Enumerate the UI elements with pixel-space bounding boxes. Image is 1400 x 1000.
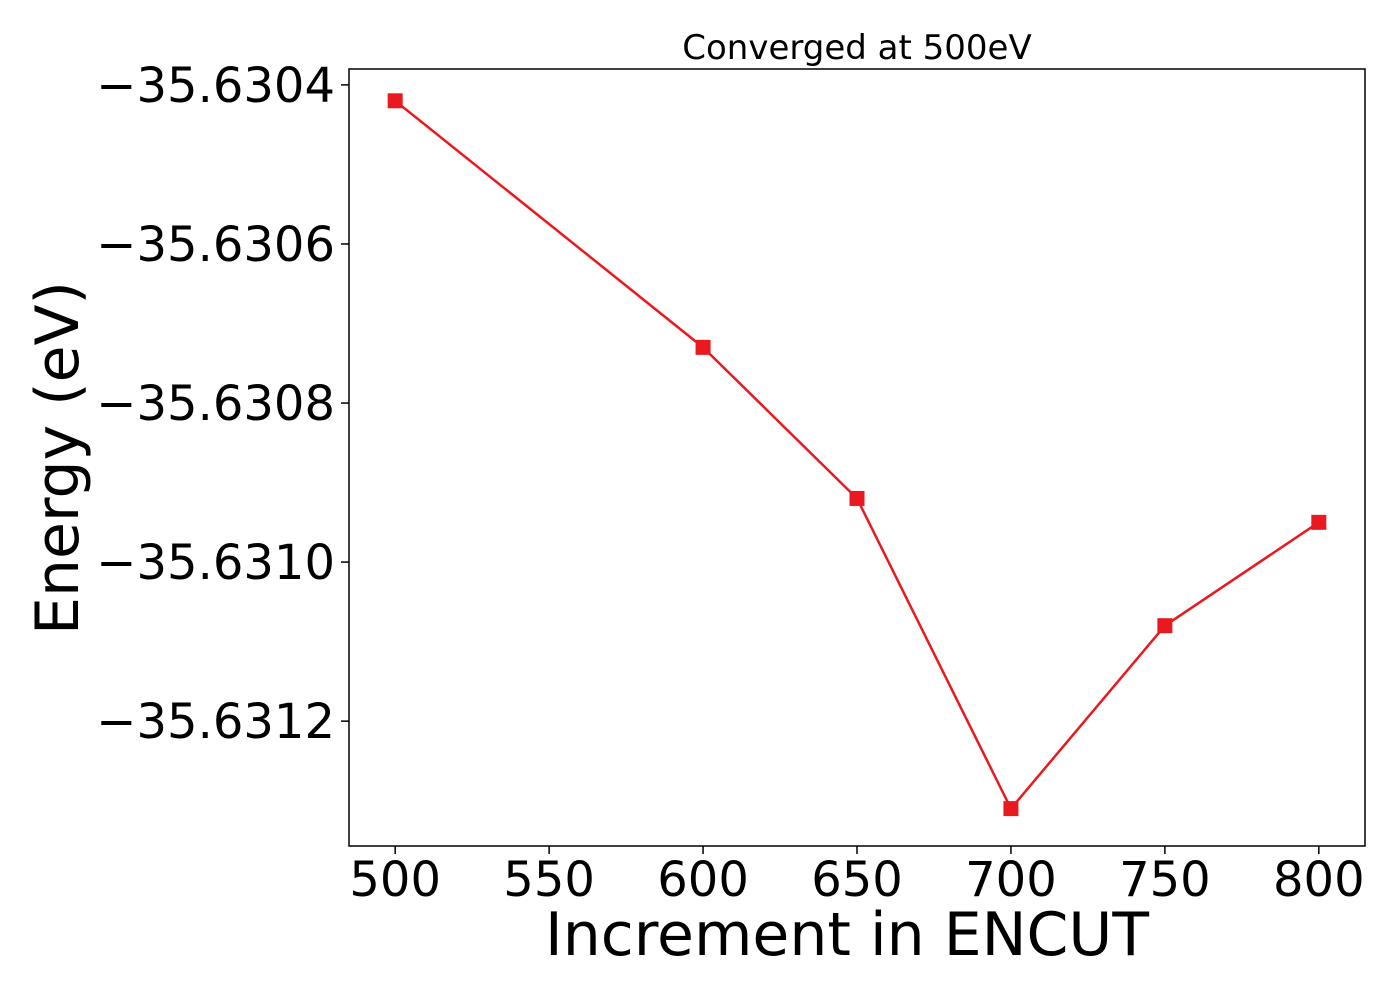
data-point-marker	[1157, 618, 1173, 634]
x-tick-label: 750	[1119, 852, 1211, 908]
x-tick-label: 800	[1273, 852, 1365, 908]
x-tick-label: 600	[657, 852, 749, 908]
y-tick-label: −35.6304	[96, 58, 335, 114]
x-tick-label: 550	[503, 852, 595, 908]
y-tick-label: −35.6308	[96, 376, 335, 432]
data-point-marker	[695, 339, 711, 355]
y-tick-label: −35.6306	[96, 217, 335, 273]
x-axis-title: Increment in ENCUT	[545, 900, 1149, 970]
series-layer	[387, 93, 1327, 817]
data-point-marker	[849, 490, 865, 506]
chart-title: Converged at 500eV	[682, 28, 1031, 68]
data-point-marker	[387, 93, 403, 109]
x-axis-ticks: 500 550 600 650 700 750 800	[349, 846, 1365, 908]
y-tick-label: −35.6312	[96, 694, 335, 750]
x-tick-label: 650	[811, 852, 903, 908]
data-point-marker	[1003, 801, 1019, 817]
x-tick-label: 700	[965, 852, 1057, 908]
y-axis-title: Energy (eV)	[23, 281, 93, 635]
y-tick-label: −35.6310	[96, 535, 335, 591]
y-axis-ticks: −35.6304 −35.6306 −35.6308 −35.6310 −35.6312	[96, 58, 349, 750]
series-line	[394, 99, 1320, 810]
x-tick-label: 500	[349, 852, 441, 908]
data-point-marker	[1311, 514, 1327, 530]
